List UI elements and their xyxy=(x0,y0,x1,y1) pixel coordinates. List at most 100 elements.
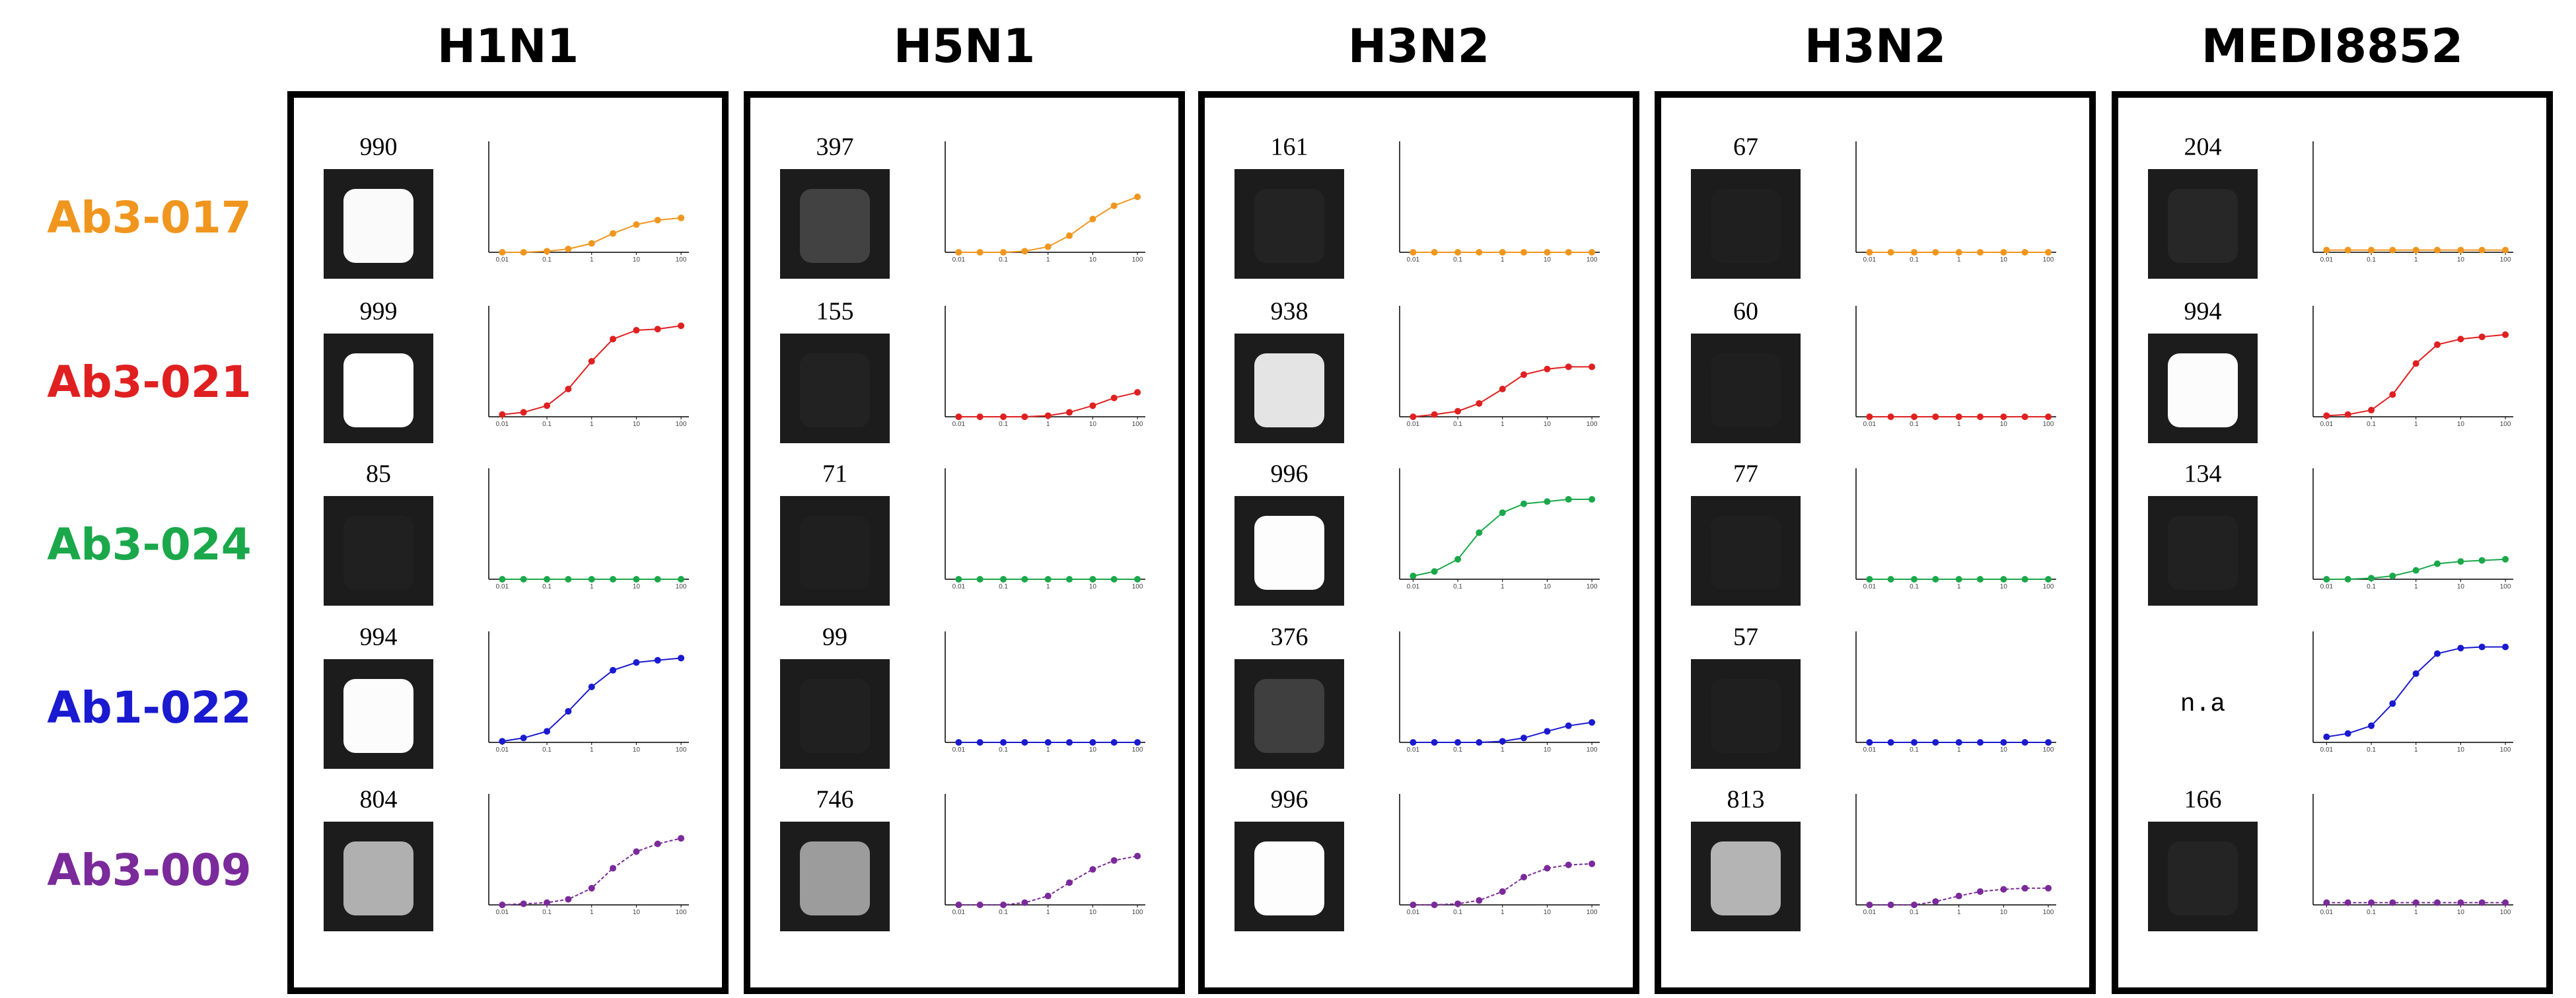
data-point xyxy=(1410,572,1417,579)
data-point xyxy=(2412,360,2419,367)
data-point xyxy=(1499,249,1506,256)
data-point xyxy=(588,576,595,583)
data-point xyxy=(1866,739,1873,746)
x-tick-label: 1 xyxy=(1501,583,1505,590)
spot xyxy=(1254,353,1324,427)
x-tick-label: 0.1 xyxy=(542,583,552,590)
spot-image xyxy=(1691,822,1801,931)
x-tick-label: 0.01 xyxy=(1863,421,1877,428)
data-point xyxy=(2344,899,2351,906)
spot-background xyxy=(1234,169,1344,279)
spot-background xyxy=(2148,496,2258,606)
spot-image xyxy=(2148,169,2258,279)
data-point xyxy=(1410,739,1417,746)
data-point xyxy=(2434,246,2441,254)
data-point xyxy=(2045,413,2052,420)
spot xyxy=(2168,353,2238,427)
x-tick-label: 0.01 xyxy=(496,256,509,264)
spot-image xyxy=(780,496,890,606)
data-point xyxy=(2434,899,2441,906)
data-point xyxy=(1431,902,1438,908)
data-point xyxy=(2323,733,2330,740)
data-point xyxy=(1000,249,1007,256)
x-tick-label: 1 xyxy=(1957,909,1961,916)
x-tick-label: 10 xyxy=(2000,583,2008,590)
spot-background xyxy=(780,659,890,769)
x-tick-label: 0.01 xyxy=(952,583,966,590)
data-point xyxy=(544,728,551,735)
x-tick-label: 0.01 xyxy=(1407,746,1420,754)
data-point xyxy=(588,358,595,365)
data-point xyxy=(1521,734,1528,742)
data-point xyxy=(1000,576,1007,583)
data-point xyxy=(1089,739,1096,746)
data-point xyxy=(2000,739,2007,746)
data-point xyxy=(520,576,527,583)
score-label: 67 xyxy=(1733,133,1758,161)
data-point xyxy=(2502,331,2509,338)
spot-background xyxy=(1691,334,1801,443)
data-point xyxy=(1932,249,1939,256)
x-tick-label: 0.01 xyxy=(952,256,966,264)
data-point xyxy=(1544,249,1551,256)
data-point xyxy=(976,249,984,256)
data-point xyxy=(1932,576,1939,583)
x-tick-label: 100 xyxy=(1587,909,1598,916)
x-tick-label: 0.1 xyxy=(999,421,1008,428)
data-point xyxy=(1134,739,1141,746)
data-point xyxy=(1977,739,1984,746)
x-tick-label: 0.1 xyxy=(542,909,552,916)
x-tick-label: 10 xyxy=(1089,421,1097,428)
data-point xyxy=(2344,730,2351,737)
data-point xyxy=(1977,576,1984,583)
x-tick-label: 10 xyxy=(1544,746,1552,754)
data-point xyxy=(2389,391,2396,398)
data-point xyxy=(1955,576,1962,583)
data-point xyxy=(654,217,661,224)
x-tick-label: 1 xyxy=(1501,421,1505,428)
x-tick-label: 0.01 xyxy=(952,746,966,754)
data-point xyxy=(1589,363,1596,371)
data-point xyxy=(2021,576,2028,583)
data-point xyxy=(1589,496,1596,503)
score-label: 60 xyxy=(1733,298,1758,326)
x-tick-label: 1 xyxy=(1501,256,1505,264)
spot xyxy=(1254,189,1324,263)
data-point xyxy=(2478,899,2486,906)
score-label: 161 xyxy=(1271,133,1308,161)
x-tick-label: 0.01 xyxy=(496,583,509,590)
x-tick-label: 10 xyxy=(2457,256,2465,264)
data-point xyxy=(499,249,506,256)
data-point xyxy=(520,734,527,742)
x-tick-label: 1 xyxy=(2414,909,2418,916)
data-point xyxy=(654,657,661,664)
data-point xyxy=(1110,202,1118,209)
data-point xyxy=(1066,409,1073,416)
data-point xyxy=(1021,413,1028,420)
x-tick-label: 0.01 xyxy=(1407,421,1420,428)
x-tick-label: 100 xyxy=(2043,256,2054,264)
spot xyxy=(2168,189,2238,263)
score-label: 397 xyxy=(816,133,854,161)
x-tick-label: 0.1 xyxy=(1910,421,1919,428)
data-point xyxy=(1544,728,1551,735)
column-title: H3N2 xyxy=(1348,19,1490,73)
x-tick-label: 100 xyxy=(2043,421,2054,428)
data-point xyxy=(2478,557,2486,564)
data-point xyxy=(1066,739,1073,746)
x-tick-label: 1 xyxy=(1501,746,1505,754)
data-point xyxy=(1021,248,1028,255)
spot-background xyxy=(1691,496,1801,606)
data-point xyxy=(633,659,640,666)
data-point xyxy=(2323,899,2330,906)
data-point xyxy=(2344,576,2351,583)
x-tick-label: 100 xyxy=(2500,583,2511,590)
data-point xyxy=(1134,389,1141,396)
data-point xyxy=(2389,572,2396,579)
data-point xyxy=(610,865,617,872)
data-point xyxy=(610,666,617,674)
data-point xyxy=(1066,879,1073,886)
data-point xyxy=(2344,246,2351,254)
spot xyxy=(2168,516,2238,590)
